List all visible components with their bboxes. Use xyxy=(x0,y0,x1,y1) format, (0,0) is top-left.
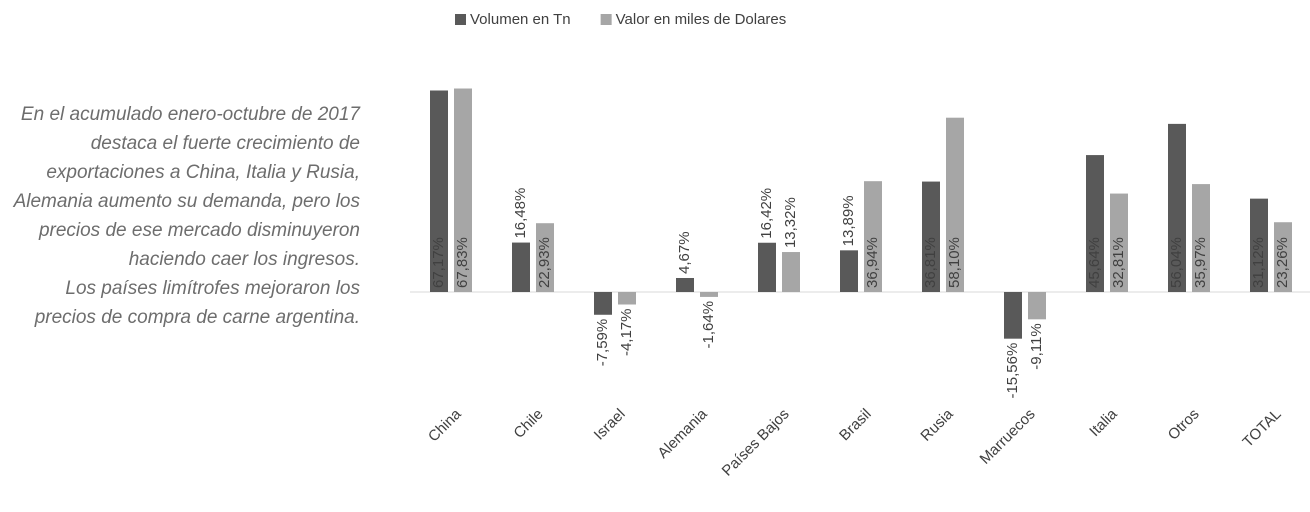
data-label: 45,64% xyxy=(1086,237,1103,288)
bar xyxy=(1028,292,1046,320)
bar xyxy=(758,242,776,292)
data-label: -4,17% xyxy=(618,309,635,357)
bar xyxy=(864,181,882,292)
data-label: 67,17% xyxy=(430,237,447,288)
x-tick-label: Italia xyxy=(1086,405,1121,440)
bar xyxy=(430,90,448,293)
x-tick-label: TOTAL xyxy=(1239,406,1284,451)
bar xyxy=(840,250,858,292)
x-tick-label: Rusia xyxy=(917,405,957,445)
x-tick-label: Alemania xyxy=(654,405,711,462)
x-tick-label: Marruecos xyxy=(977,406,1039,468)
data-label: 35,97% xyxy=(1192,237,1209,288)
bar xyxy=(1086,155,1104,292)
note-paragraph: Los países limítrofes mejoraron los prec… xyxy=(34,278,360,328)
data-label: 23,26% xyxy=(1274,237,1291,288)
data-label: -1,64% xyxy=(700,301,717,349)
bar xyxy=(922,181,940,292)
bar xyxy=(946,117,964,292)
x-tick-label: Chile xyxy=(510,406,546,442)
data-label: 31,12% xyxy=(1250,237,1267,288)
legend-label: Valor en miles de Dolares xyxy=(616,11,787,28)
data-label: -15,56% xyxy=(1004,343,1021,399)
data-label: 16,48% xyxy=(512,188,529,239)
data-label: 67,83% xyxy=(454,237,471,288)
x-tick-label: Brasil xyxy=(836,406,875,445)
x-tick-label: Israel xyxy=(591,406,629,444)
bar xyxy=(782,252,800,292)
bar xyxy=(676,277,694,292)
bar xyxy=(1004,292,1022,339)
bar xyxy=(1110,193,1128,292)
side-note: En el acumulado enero-octubre de 2017 de… xyxy=(0,100,360,332)
x-tick-label: Otros xyxy=(1165,406,1203,444)
bar xyxy=(1250,198,1268,292)
bar xyxy=(700,292,718,297)
bar xyxy=(512,242,530,292)
x-tick-label: Países Bajos xyxy=(719,406,793,480)
data-label: 58,10% xyxy=(946,237,963,288)
data-label: 22,93% xyxy=(536,237,553,288)
data-label: 32,81% xyxy=(1110,237,1127,288)
x-tick-label: China xyxy=(425,405,465,445)
data-label: 13,32% xyxy=(782,197,799,248)
data-label: 16,42% xyxy=(758,188,775,239)
bar xyxy=(536,223,554,292)
legend-swatch xyxy=(600,14,612,25)
bar xyxy=(454,88,472,292)
data-label: -7,59% xyxy=(594,319,611,367)
bar xyxy=(1168,123,1186,292)
bar xyxy=(594,292,612,315)
data-label: -9,11% xyxy=(1028,323,1045,369)
bar xyxy=(618,292,636,305)
data-label: 36,94% xyxy=(864,237,881,288)
bar xyxy=(1192,184,1210,292)
data-label: 4,67% xyxy=(676,231,693,274)
data-label: 13,89% xyxy=(840,195,857,246)
legend-label: Volumen en Tn xyxy=(470,11,571,28)
data-label: 56,04% xyxy=(1168,237,1185,288)
legend-swatch xyxy=(455,14,466,25)
note-paragraph: En el acumulado enero-octubre de 2017 de… xyxy=(13,104,360,270)
data-label: 36,81% xyxy=(922,237,939,288)
bar xyxy=(1274,222,1292,292)
